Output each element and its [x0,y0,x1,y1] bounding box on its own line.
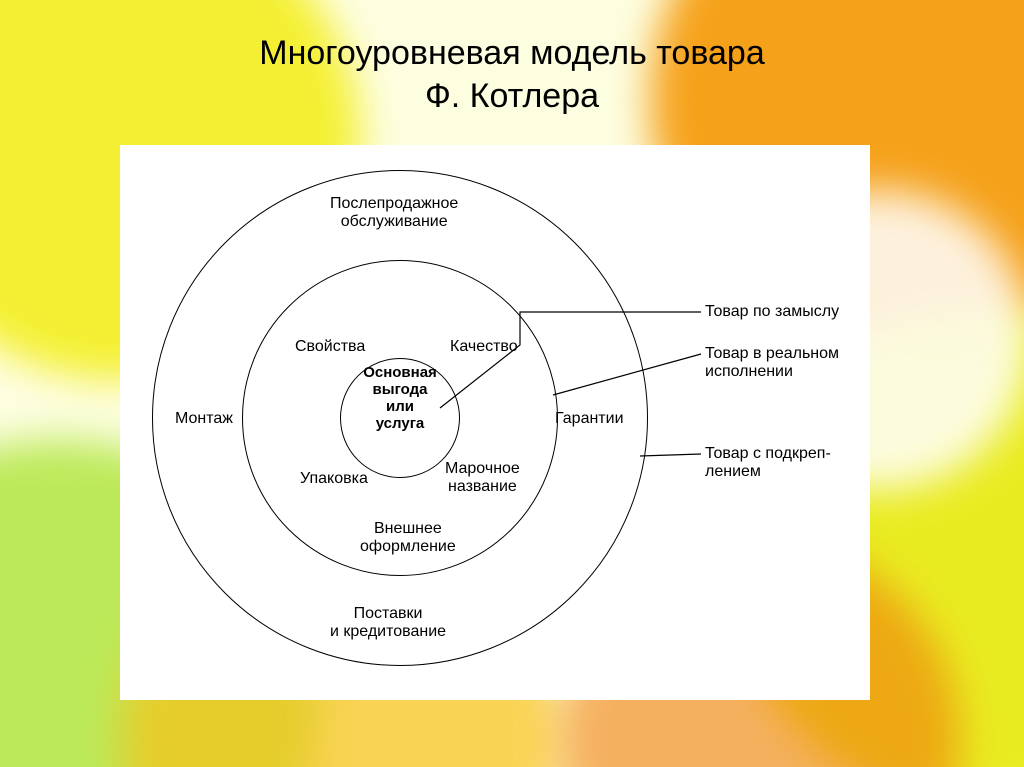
slide: Многоуровневая модель товараФ. Котлера О… [0,0,1024,767]
ring-label-middle-1: Качество [450,338,518,356]
ring-label-middle-0: Свойства [295,338,365,356]
ring-label-middle-3: Марочноеназвание [445,460,520,496]
ring-label-middle-2: Упаковка [300,470,368,488]
callout-label-2: Товар с подкреп-лением [705,445,831,481]
ring-label-outer-2: Гарантии [555,410,624,428]
diagram-panel: Основнаявыгодаилиуслуга Свойства Качество У… [120,145,870,700]
title-line: Многоуровневая модель товара [0,32,1024,75]
callout-label-0: Товар по замыслу [705,303,839,321]
ring-label-outer-1: Монтаж [175,410,233,428]
ring-label-middle-4: Внешнееоформление [360,520,456,556]
ring-label-outer-0: Послепродажноеобслуживание [330,195,458,231]
callout-label-1: Товар в реальномисполнении [705,345,839,381]
concentric-diagram: Основнаявыгодаилиуслуга Свойства Качество У… [120,145,870,700]
ring-label-outer-3: Поставкии кредитование [330,605,446,641]
slide-title: Многоуровневая модель товараФ. Котлера [0,32,1024,117]
core-label: Основнаявыгодаилиуслуга [340,364,460,432]
title-line: Ф. Котлера [0,75,1024,118]
